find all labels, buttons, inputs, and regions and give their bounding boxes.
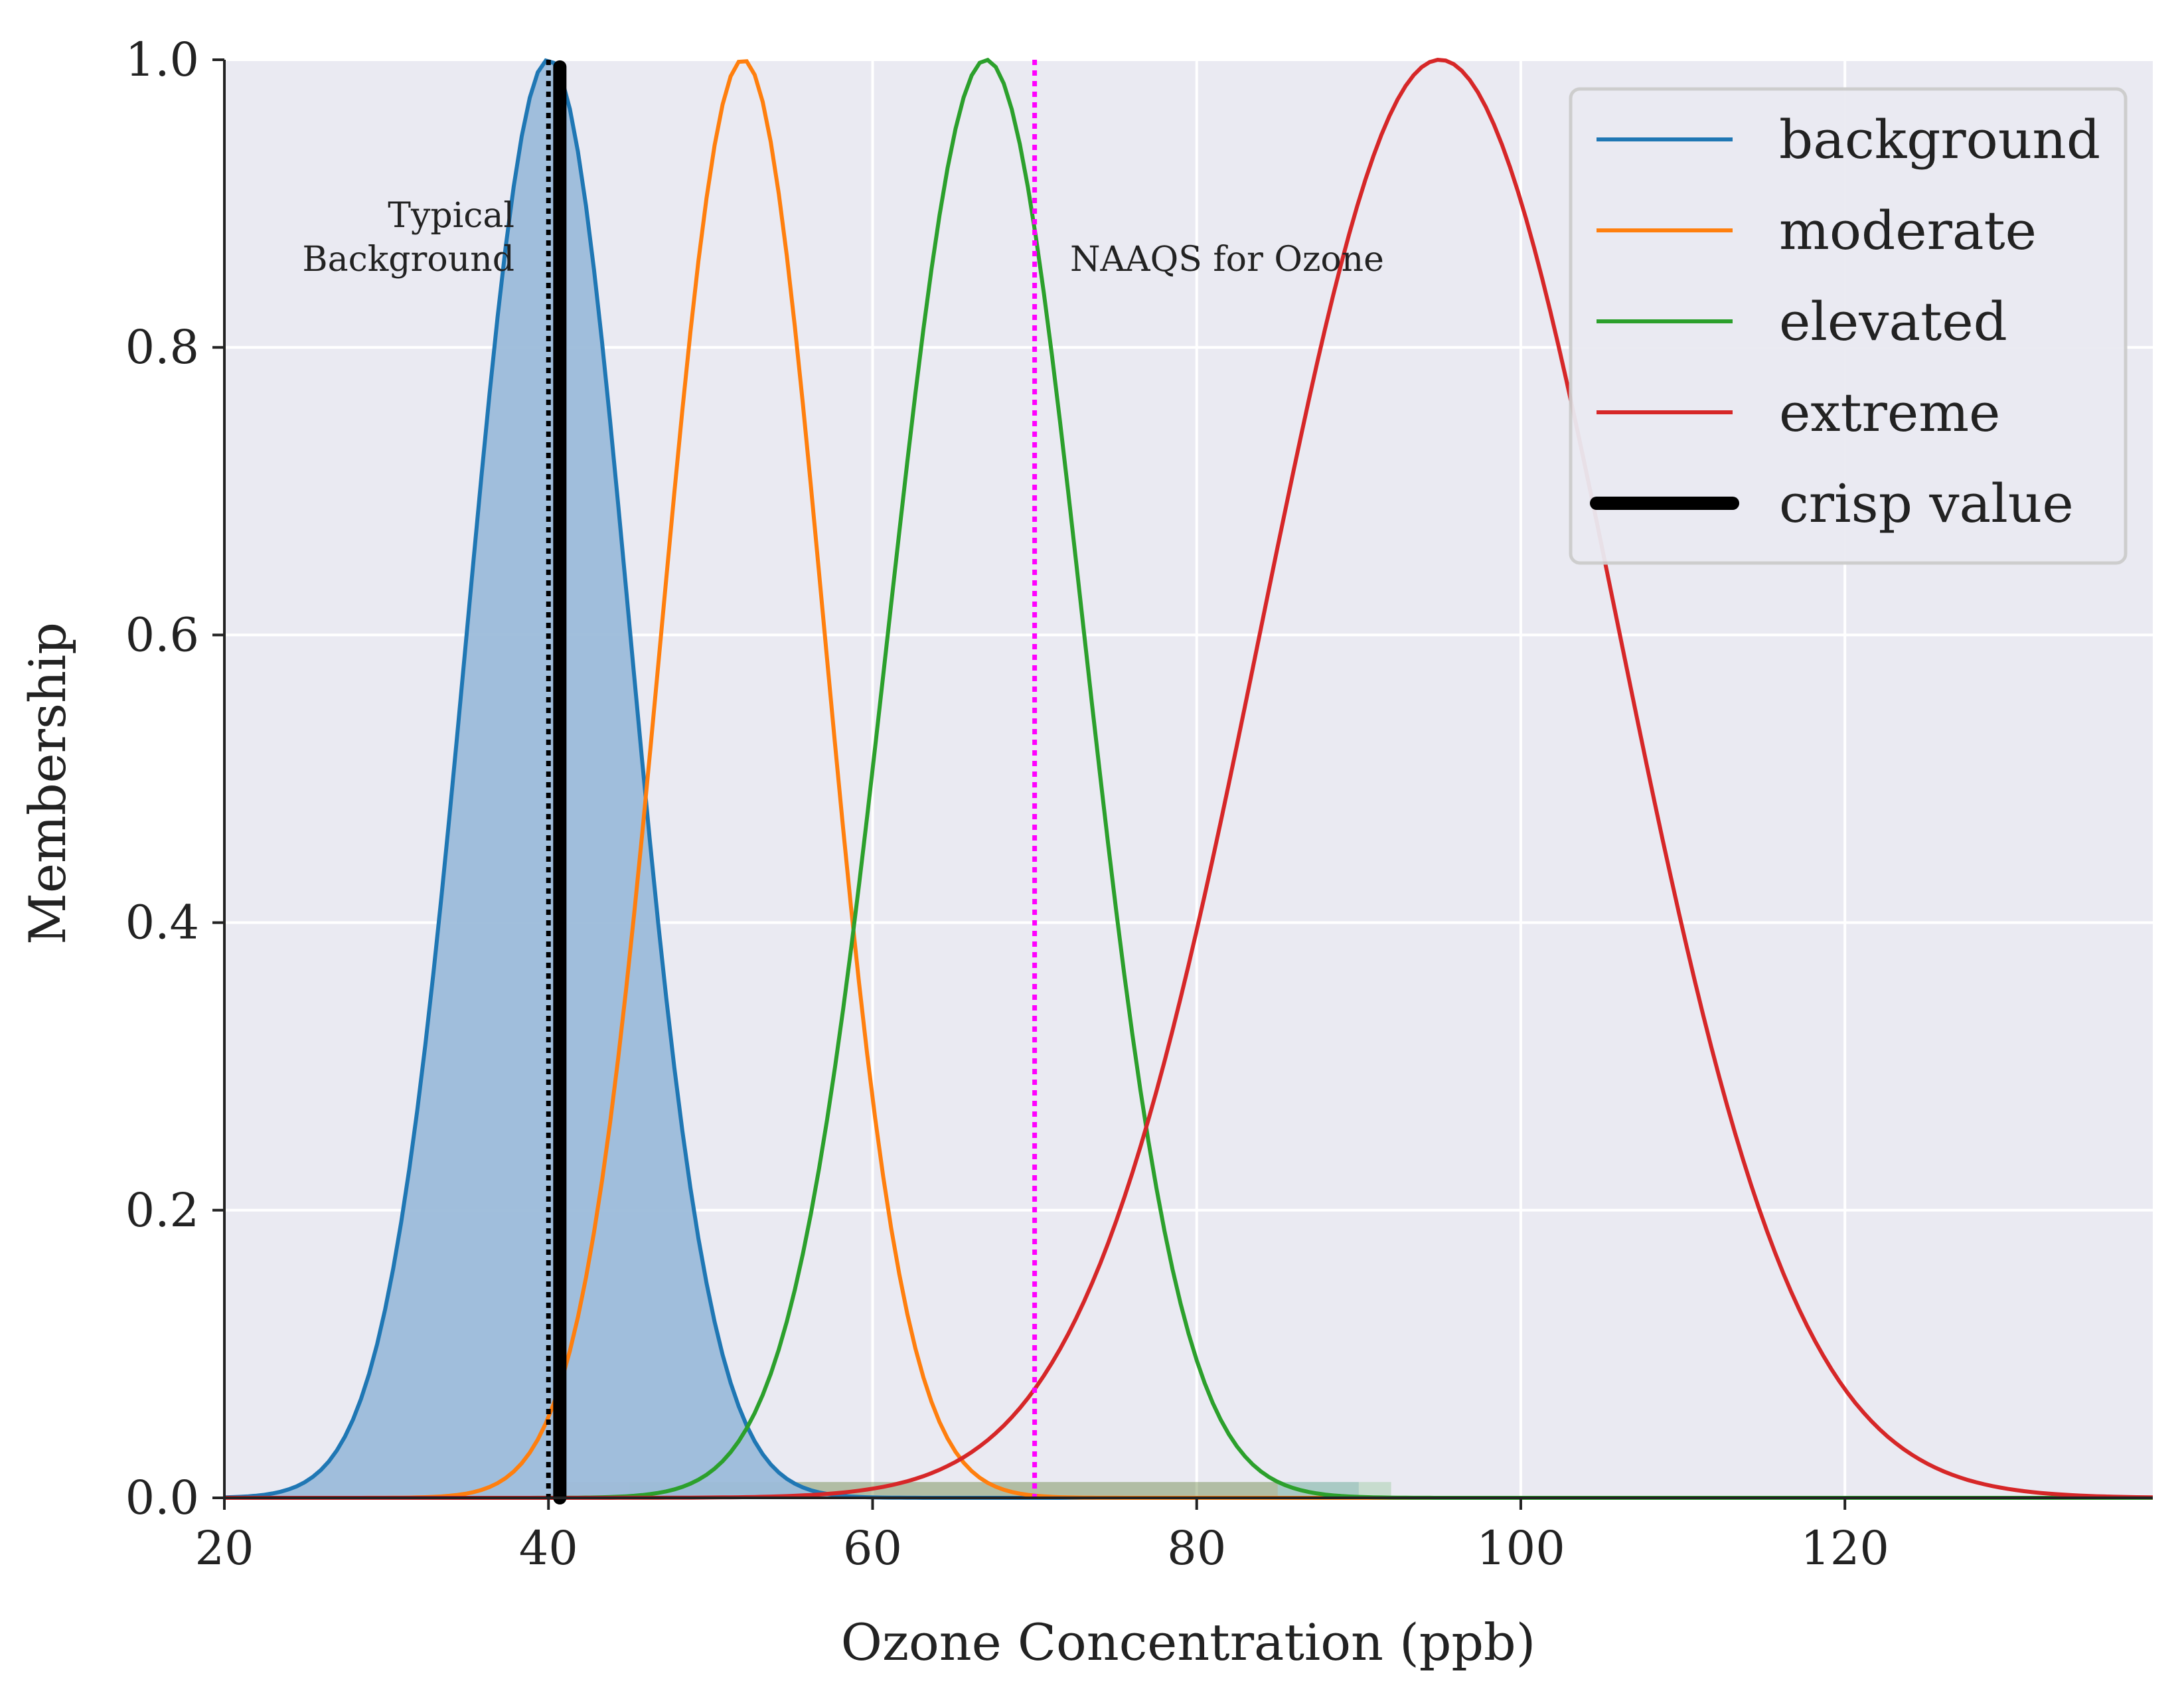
legend-label-moderate: moderate xyxy=(1779,200,2037,262)
x-tick-label: 60 xyxy=(843,1521,902,1576)
legend-label-crisp-value: crisp value xyxy=(1779,473,2074,534)
legend-label-elevated: elevated xyxy=(1779,291,2007,353)
x-axis-title: Ozone Concentration (ppb) xyxy=(841,1613,1536,1672)
x-tick-label: 20 xyxy=(195,1521,254,1576)
y-axis-title: Membership xyxy=(18,622,77,945)
y-tick-label: 0.2 xyxy=(125,1183,199,1238)
axes: 20 40 60 80 100 120 0.0 0.2 0.4 0.6 0.8 1.0 xyxy=(125,33,2153,1576)
x-tick-label: 40 xyxy=(519,1521,578,1576)
legend: background moderate elevated extreme crisp v… xyxy=(1569,87,2128,565)
legend-label-background: background xyxy=(1779,109,2100,171)
y-tick-label: 1.0 xyxy=(125,33,199,87)
x-tick-label: 80 xyxy=(1167,1521,1226,1576)
legend-label-extreme: extreme xyxy=(1779,382,2000,444)
y-tick-label: 0.4 xyxy=(125,896,199,950)
naaqs-annotation: NAAQS for Ozone xyxy=(1070,240,1384,280)
series-fill-background xyxy=(224,60,2153,1498)
legend-box xyxy=(1569,87,2128,565)
x-tick-label: 100 xyxy=(1476,1521,1565,1576)
y-tick-label: 0.8 xyxy=(125,320,199,374)
x-tick-label: 120 xyxy=(1800,1521,1889,1576)
y-tick-label: 0.0 xyxy=(125,1471,199,1525)
reference-lines: Typical Background NAAQS for Ozone xyxy=(302,60,1384,1504)
typical-background-annotation: Typical Background xyxy=(302,196,514,280)
y-tick-label: 0.6 xyxy=(125,608,199,662)
